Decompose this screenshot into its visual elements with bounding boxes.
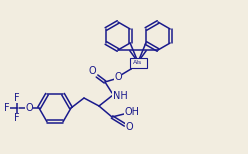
Text: O: O [25,103,33,113]
Text: O: O [114,72,122,82]
Text: NH: NH [113,91,127,101]
Text: F: F [4,103,10,113]
Text: F: F [14,113,20,123]
Text: F: F [14,93,20,103]
Text: O: O [88,66,96,76]
FancyBboxPatch shape [129,58,147,68]
Text: O: O [125,122,133,132]
Text: Als: Als [133,59,143,65]
Text: OH: OH [124,107,139,117]
